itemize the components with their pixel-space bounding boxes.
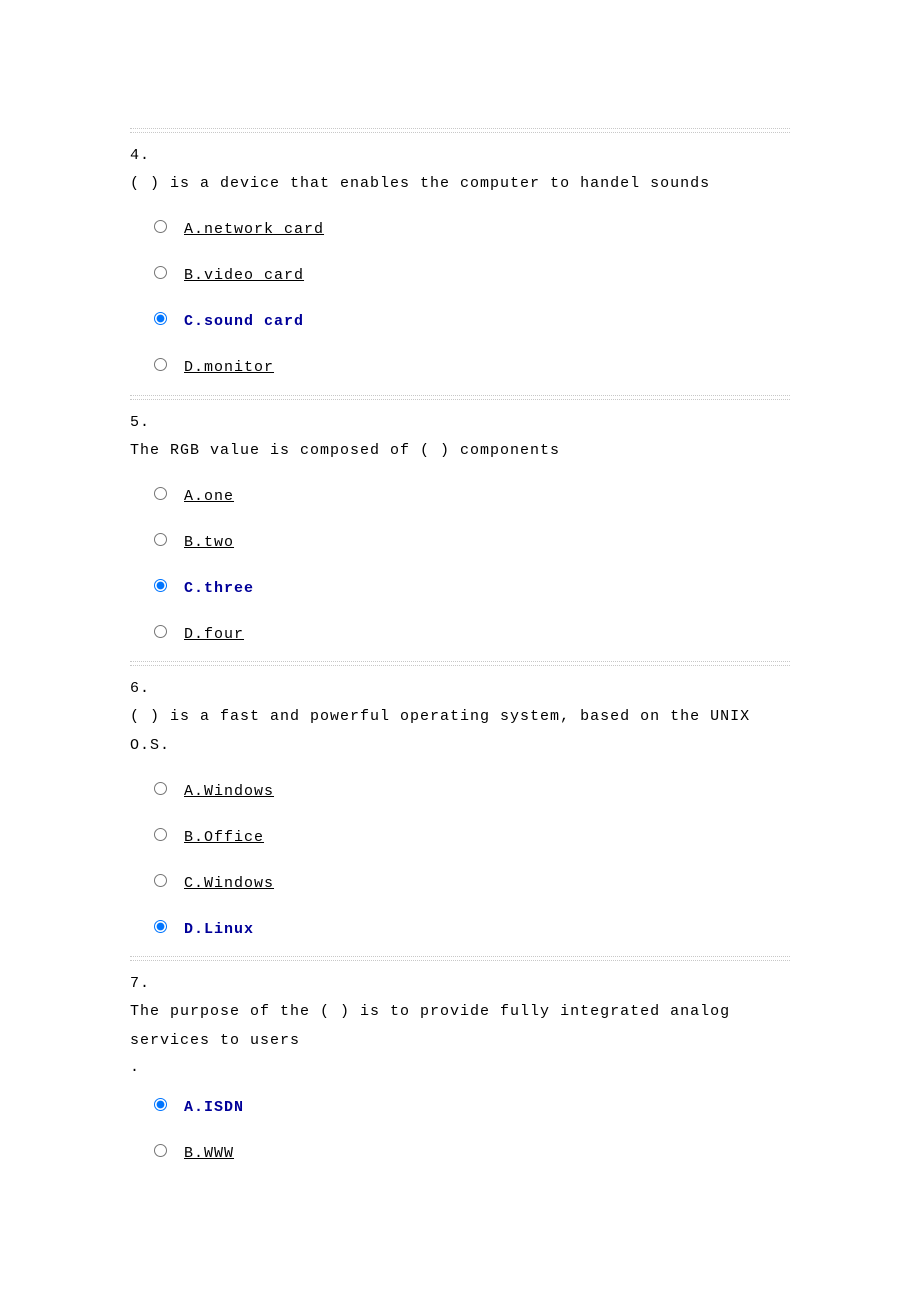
divider bbox=[130, 956, 790, 961]
option-row: A.ISDN bbox=[154, 1080, 790, 1126]
option-row: B.WWW bbox=[154, 1126, 790, 1172]
option-row: B.Office bbox=[154, 810, 790, 856]
option-row: A.Windows bbox=[154, 764, 790, 810]
question-number: 4. bbox=[130, 147, 790, 164]
option-label-selected[interactable]: C.three bbox=[184, 572, 254, 597]
divider bbox=[130, 128, 790, 133]
option-radio[interactable] bbox=[154, 220, 167, 233]
option-radio[interactable] bbox=[154, 266, 167, 279]
question-text: The purpose of the ( ) is to provide ful… bbox=[130, 998, 790, 1055]
question-6: 6. ( ) is a fast and powerful operating … bbox=[130, 680, 790, 948]
option-label[interactable]: A.network card bbox=[184, 213, 324, 238]
option-radio[interactable] bbox=[154, 1144, 167, 1157]
option-radio[interactable] bbox=[154, 782, 167, 795]
option-row: D.monitor bbox=[154, 341, 790, 387]
question-text: The RGB value is composed of ( ) compone… bbox=[130, 437, 790, 466]
option-radio[interactable] bbox=[154, 625, 167, 638]
options-list: A.Windows B.Office C.Windows D.Linux bbox=[130, 764, 790, 948]
option-label[interactable]: B.Office bbox=[184, 821, 264, 846]
option-label-selected[interactable]: A.ISDN bbox=[184, 1091, 244, 1116]
option-label[interactable]: A.Windows bbox=[184, 775, 274, 800]
option-label[interactable]: B.two bbox=[184, 526, 234, 551]
option-row: C.sound card bbox=[154, 295, 790, 341]
option-row: C.Windows bbox=[154, 856, 790, 902]
option-row: B.two bbox=[154, 515, 790, 561]
option-radio[interactable] bbox=[154, 358, 167, 371]
option-row: A.one bbox=[154, 469, 790, 515]
option-row: C.three bbox=[154, 561, 790, 607]
option-label[interactable]: B.WWW bbox=[184, 1137, 234, 1162]
option-radio[interactable] bbox=[154, 312, 167, 325]
page-container: 4. ( ) is a device that enables the comp… bbox=[0, 0, 920, 1272]
option-label-selected[interactable]: C.sound card bbox=[184, 305, 304, 330]
divider bbox=[130, 661, 790, 666]
question-5: 5. The RGB value is composed of ( ) comp… bbox=[130, 414, 790, 654]
option-row: D.Linux bbox=[154, 902, 790, 948]
option-radio[interactable] bbox=[154, 579, 167, 592]
option-label[interactable]: C.Windows bbox=[184, 867, 274, 892]
options-list: A.network card B.video card C.sound card… bbox=[130, 203, 790, 387]
question-4: 4. ( ) is a device that enables the comp… bbox=[130, 147, 790, 387]
option-row: A.network card bbox=[154, 203, 790, 249]
option-label[interactable]: D.monitor bbox=[184, 351, 274, 376]
option-row: B.video card bbox=[154, 249, 790, 295]
question-text: ( ) is a device that enables the compute… bbox=[130, 170, 790, 199]
divider bbox=[130, 395, 790, 400]
option-label[interactable]: B.video card bbox=[184, 259, 304, 284]
question-number: 5. bbox=[130, 414, 790, 431]
option-label[interactable]: A.one bbox=[184, 480, 234, 505]
option-label-selected[interactable]: D.Linux bbox=[184, 913, 254, 938]
option-label[interactable]: D.four bbox=[184, 618, 244, 643]
question-number: 7. bbox=[130, 975, 790, 992]
options-list: A.one B.two C.three D.four bbox=[130, 469, 790, 653]
options-list: A.ISDN B.WWW bbox=[130, 1080, 790, 1172]
option-radio[interactable] bbox=[154, 828, 167, 841]
question-7: 7. The purpose of the ( ) is to provide … bbox=[130, 975, 790, 1172]
option-radio[interactable] bbox=[154, 1098, 167, 1111]
option-radio[interactable] bbox=[154, 487, 167, 500]
question-text: ( ) is a fast and powerful operating sys… bbox=[130, 703, 790, 760]
option-row: D.four bbox=[154, 607, 790, 653]
option-radio[interactable] bbox=[154, 920, 167, 933]
question-number: 6. bbox=[130, 680, 790, 697]
option-radio[interactable] bbox=[154, 874, 167, 887]
option-radio[interactable] bbox=[154, 533, 167, 546]
question-text-trailing: . bbox=[130, 1059, 790, 1076]
